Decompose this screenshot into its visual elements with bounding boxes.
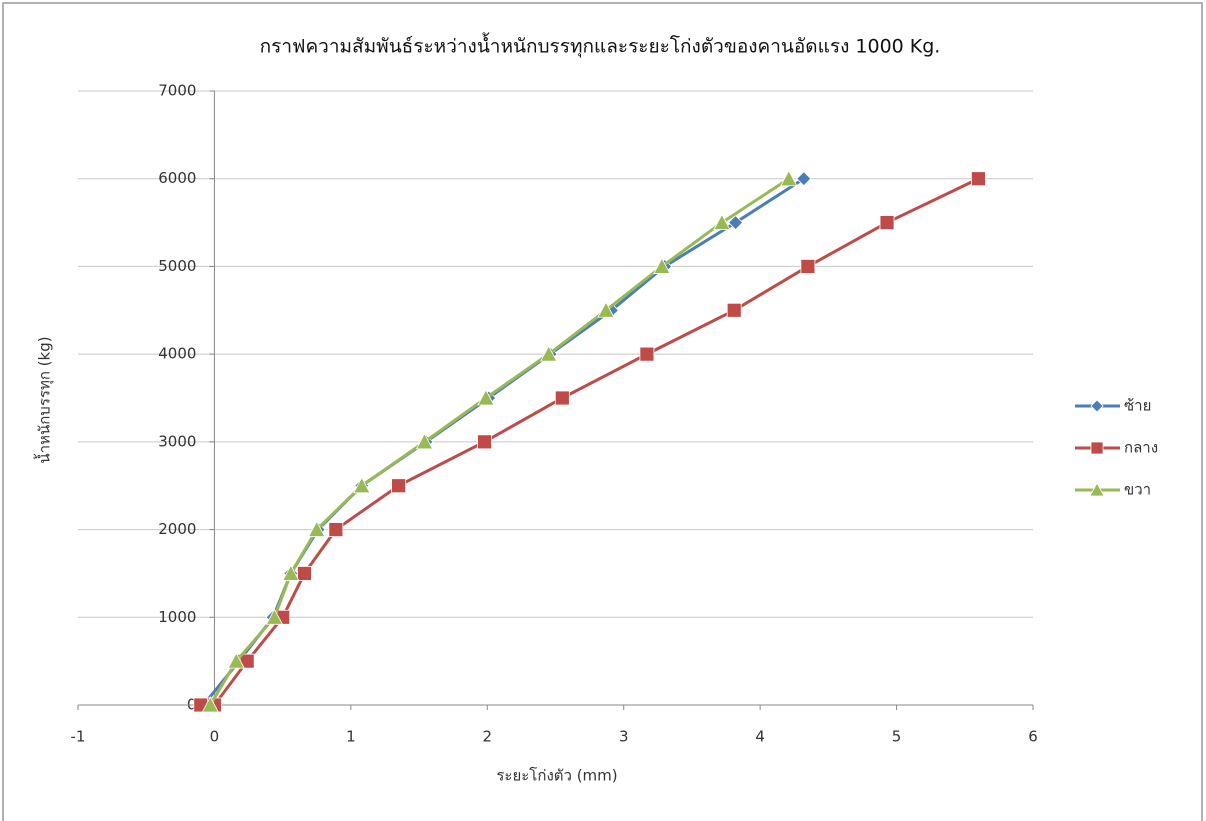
y-tick-label: 2000 <box>158 520 196 538</box>
marker <box>308 520 326 537</box>
marker <box>477 434 492 450</box>
marker <box>415 433 434 450</box>
y-tick-label: 4000 <box>158 345 196 363</box>
marker <box>728 215 744 231</box>
x-tick-label: 3 <box>619 728 629 746</box>
y-tick-label: 7000 <box>158 82 196 100</box>
x-tick-label: 0 <box>210 728 220 746</box>
chart-title: กราฟความสัมพันธ์ระหว่างน้ำหนักบรรทุกและร… <box>260 33 941 59</box>
marker <box>597 301 615 318</box>
marker <box>540 345 558 362</box>
x-tick-label: -1 <box>71 728 86 746</box>
marker <box>639 346 655 362</box>
marker <box>796 171 812 187</box>
x-tick-label: 2 <box>483 728 493 746</box>
marker <box>353 476 371 494</box>
marker <box>265 608 284 625</box>
legend-label: ขวา <box>1124 481 1151 499</box>
legend-label: กลาง <box>1124 439 1158 457</box>
marker <box>201 696 220 713</box>
marker <box>328 522 344 537</box>
y-tick-label: 6000 <box>158 169 196 187</box>
y-axis-title: น้ำหนักบรรทุก (kg) <box>34 336 55 463</box>
marker <box>391 478 407 494</box>
marker <box>297 566 312 581</box>
x-tick-label: 5 <box>892 728 902 746</box>
x-axis-title: ระยะโก่งตัว (mm) <box>496 767 617 785</box>
y-tick-label: 1000 <box>158 608 196 626</box>
marker <box>879 215 895 230</box>
x-tick-label: 4 <box>755 728 765 746</box>
marker <box>1090 399 1104 413</box>
marker <box>971 171 986 187</box>
marker <box>1089 482 1105 497</box>
x-tick-label: 6 <box>1028 728 1038 746</box>
y-tick-label: 3000 <box>158 432 196 450</box>
marker <box>282 564 300 581</box>
marker <box>653 257 671 274</box>
legend-label: ซ้าย <box>1124 397 1151 415</box>
x-tick-label: 1 <box>346 728 356 746</box>
marker <box>800 259 816 274</box>
marker <box>227 652 245 669</box>
marker <box>554 390 570 406</box>
marker <box>780 169 798 187</box>
marker <box>726 302 742 318</box>
y-tick-label: 5000 <box>158 257 196 275</box>
marker <box>477 389 495 406</box>
marker <box>713 213 731 230</box>
marker <box>1090 441 1104 455</box>
